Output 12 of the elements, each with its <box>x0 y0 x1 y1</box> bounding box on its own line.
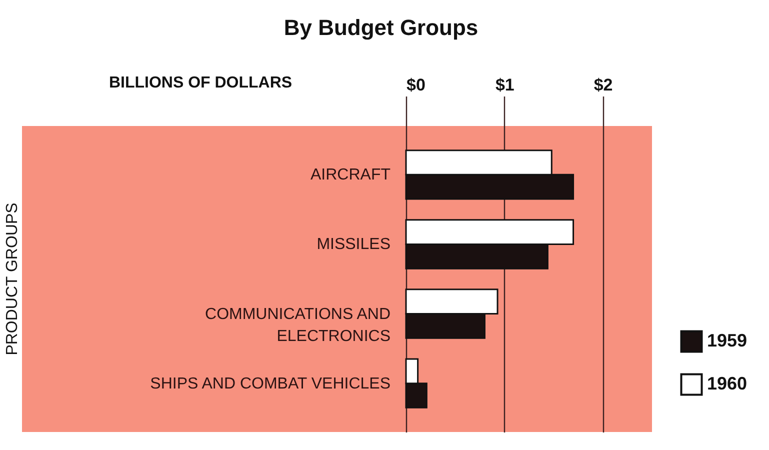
legend-label: 1959 <box>707 330 748 350</box>
x-tick-label: $1 <box>495 76 514 94</box>
y-tick-label: AIRCRAFT <box>310 166 391 184</box>
legend-label: 1960 <box>707 374 748 394</box>
y-tick-label: MISSILES <box>316 236 390 254</box>
chart-title: By Budget Groups <box>284 15 478 40</box>
x-tick-label: $0 <box>406 76 426 94</box>
x-tick-label: $2 <box>594 76 613 94</box>
y-tick-label: COMMUNICATIONS AND ELECTRONICS <box>205 306 390 345</box>
text: PRODUCT GROUPS <box>4 202 21 356</box>
y-tick-label: SHIPS AND COMBAT VEHICLES <box>150 375 390 392</box>
x-axis-title: BILLIONS OF DOLLARS <box>108 74 292 92</box>
